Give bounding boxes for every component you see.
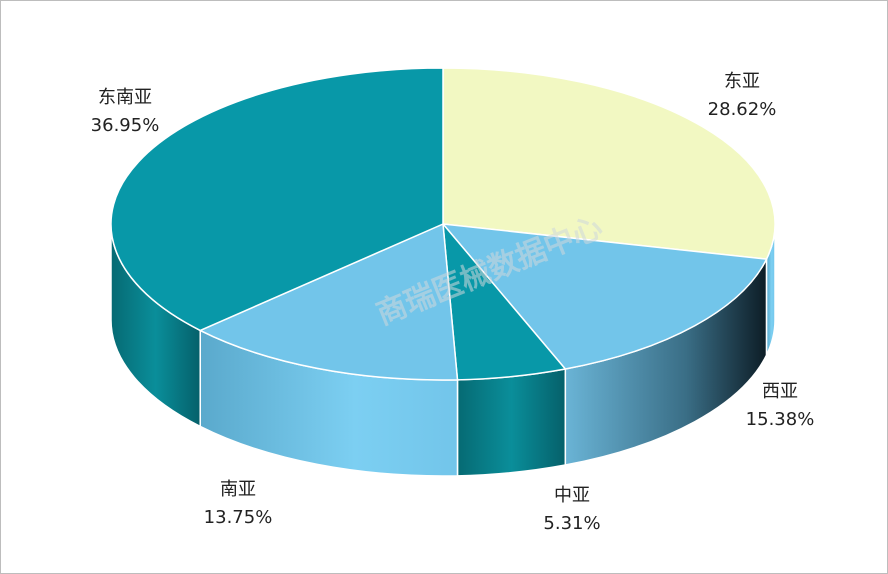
- category-label: 东南亚: [98, 87, 152, 108]
- tops: [110, 67, 776, 381]
- category-label: 中亚: [554, 485, 590, 506]
- labels: 东亚 28.62% 西亚 15.38% 中亚 5.31% 南亚 13.75% 东南亚 36.95%: [91, 71, 815, 534]
- value-label: 5.31%: [543, 513, 600, 534]
- slice: [110, 67, 444, 332]
- category-label: 东亚: [724, 71, 760, 92]
- category-label: 南亚: [220, 479, 256, 500]
- value-label: 28.62%: [708, 99, 777, 120]
- slice: [442, 67, 776, 260]
- slice-side: [456, 368, 567, 477]
- sides: [110, 223, 776, 477]
- slice: [441, 223, 768, 370]
- slice: [198, 222, 459, 381]
- category-label: 西亚: [762, 381, 798, 402]
- value-label: 13.75%: [204, 507, 273, 528]
- value-label: 36.95%: [91, 115, 160, 136]
- value-label: 15.38%: [746, 409, 815, 430]
